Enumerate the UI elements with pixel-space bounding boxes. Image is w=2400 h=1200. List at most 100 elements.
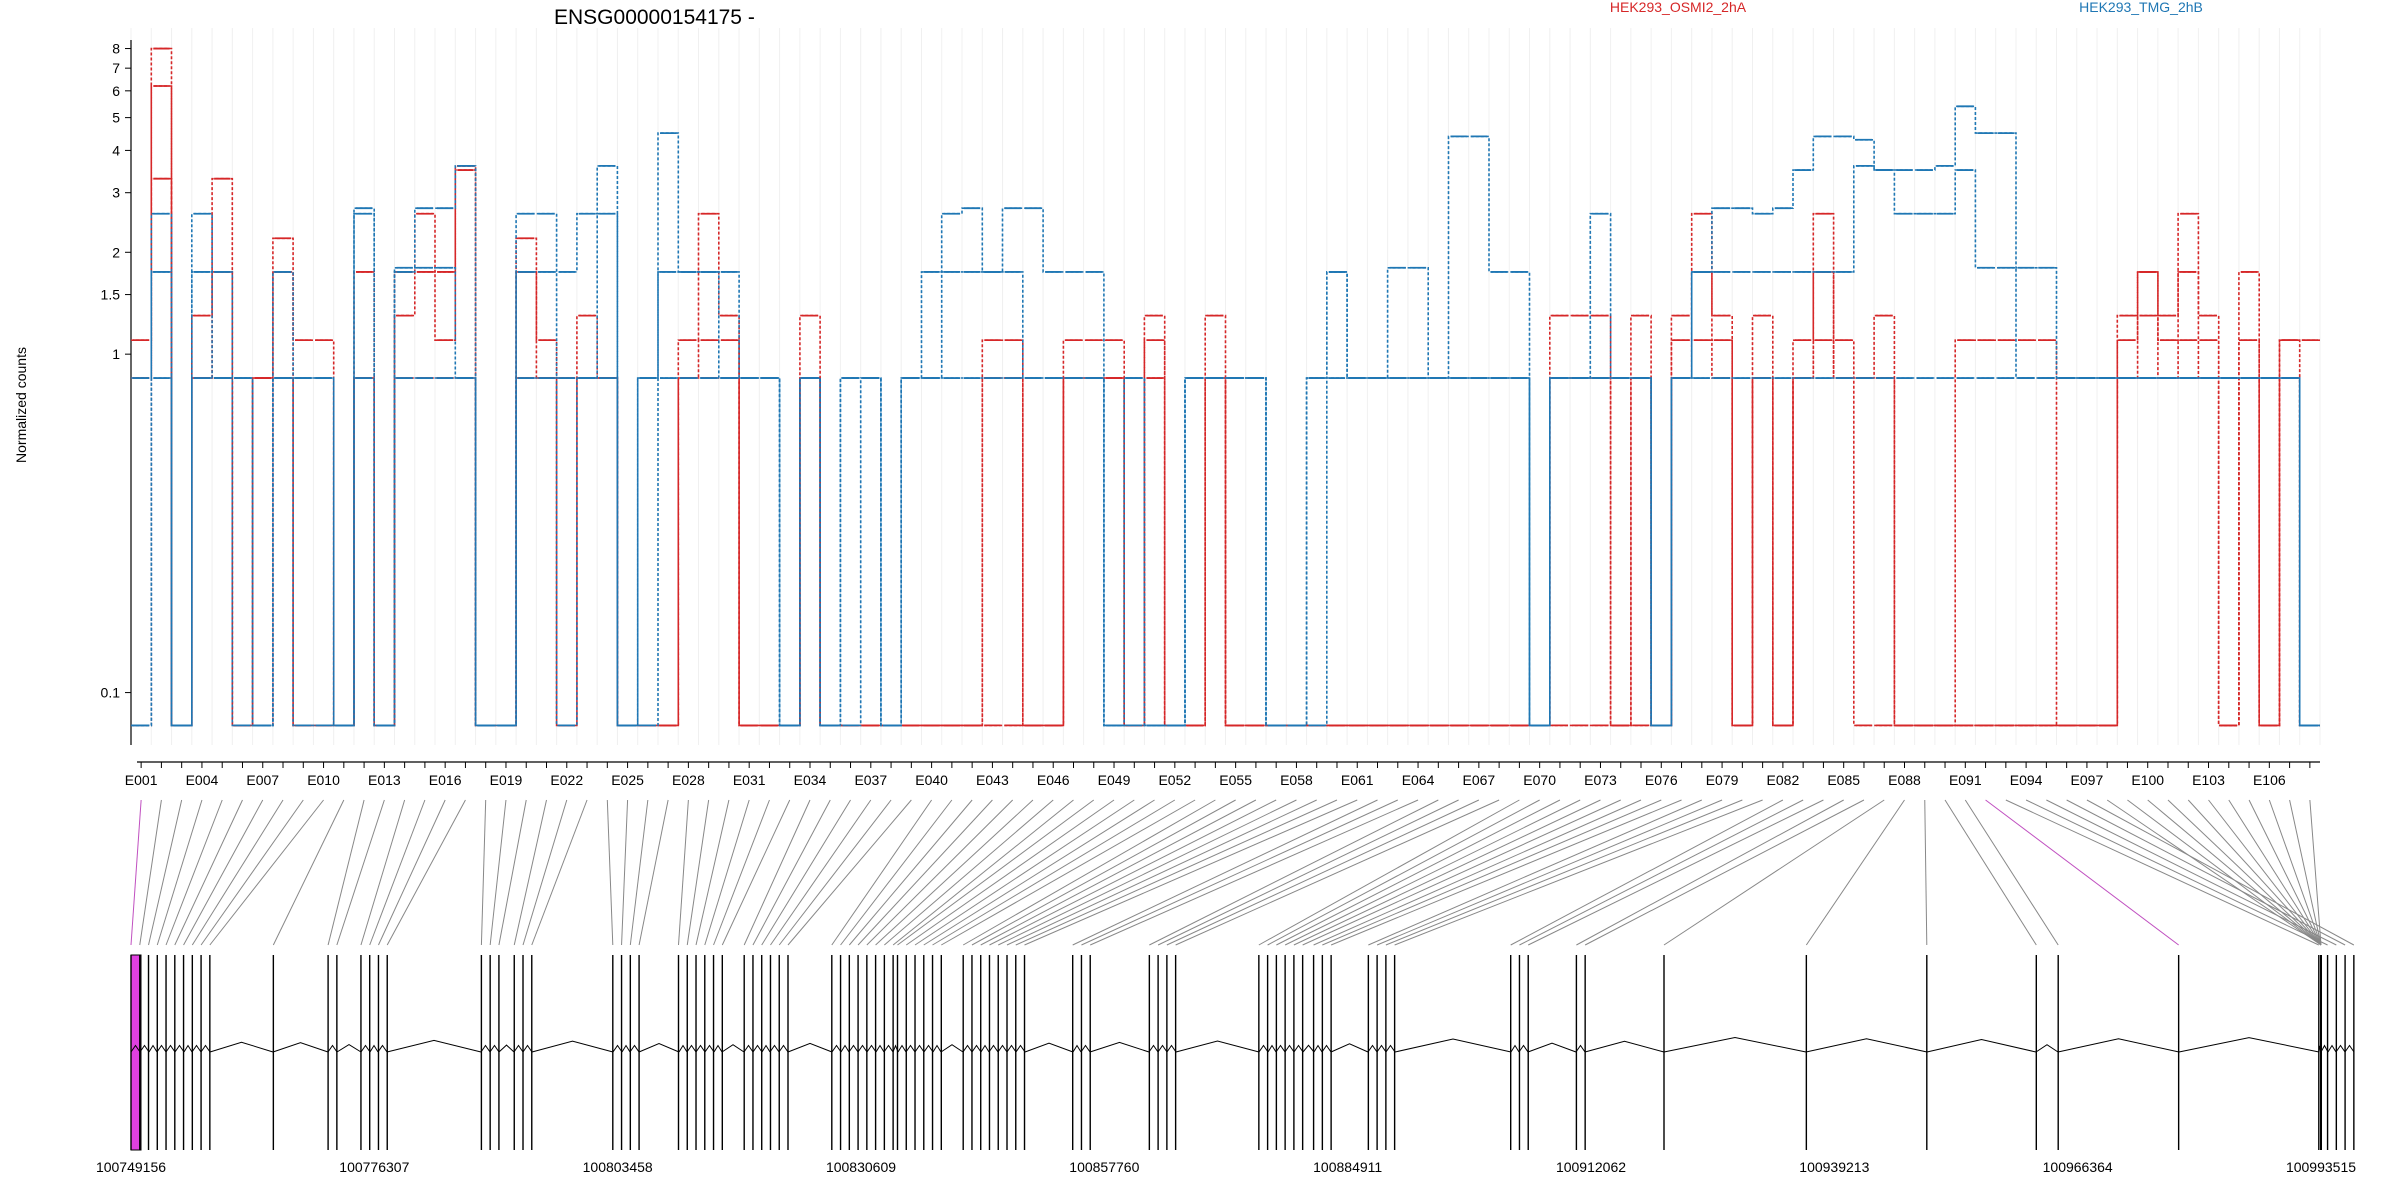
y-tick-label: 2: [112, 244, 120, 260]
intron-line: [2178, 1037, 2320, 1053]
intron-line: [932, 1044, 942, 1053]
exon-connector: [156, 799, 203, 946]
exon-connector: [1376, 799, 1723, 946]
exon-connector: [2309, 799, 2322, 946]
exon-connector: [695, 799, 730, 946]
exon-label: E091: [1949, 772, 1982, 788]
exon-connector: [686, 799, 710, 946]
intron-line: [489, 1044, 500, 1053]
y-axis-label: Normalized counts: [13, 347, 29, 463]
exon-connector: [360, 799, 406, 946]
intron-line: [1072, 1044, 1082, 1053]
intron-line: [522, 1044, 533, 1053]
intron-line: [787, 1042, 833, 1053]
exon-connectors: [130, 799, 2355, 946]
exon-connector: [857, 799, 993, 946]
exon-connector: [1663, 799, 1885, 946]
exon-label: E001: [125, 772, 158, 788]
exon-label: E067: [1463, 772, 1496, 788]
intron-line: [1575, 1044, 1586, 1053]
exon-label: E046: [1037, 772, 1070, 788]
exon-label: E040: [915, 772, 948, 788]
exon-connector: [941, 799, 1196, 946]
genomic-tick-label: 100912062: [1556, 1159, 1626, 1175]
exon-connector: [174, 799, 243, 946]
intron-line: [695, 1044, 706, 1053]
exon-label: E070: [1523, 772, 1556, 788]
exon-connector: [980, 799, 1257, 946]
intron-line: [513, 1044, 524, 1053]
intron-line: [883, 1044, 894, 1053]
intron-line: [2318, 1045, 2322, 1053]
exon-connector: [606, 799, 614, 946]
intron-line: [386, 1039, 482, 1053]
y-tick-label: 7: [112, 60, 120, 76]
intron-line: [1584, 1040, 1665, 1053]
intron-line: [191, 1044, 202, 1053]
exon-connector: [489, 799, 507, 946]
exon-connector: [2005, 799, 2320, 946]
exon-label: E052: [1158, 772, 1191, 788]
exon-connector: [840, 799, 953, 946]
intron-line: [183, 1044, 193, 1053]
intron-line: [1006, 1044, 1017, 1053]
exon-label: E061: [1341, 772, 1374, 788]
exon-connector: [761, 799, 851, 946]
exon-connector: [621, 799, 629, 946]
intron-line: [1385, 1044, 1396, 1053]
exon-connector: [165, 799, 223, 946]
exon-connector: [875, 799, 1034, 946]
exon-connector: [369, 799, 426, 946]
intron-line: [752, 1044, 763, 1053]
exon-connector: [866, 799, 1014, 946]
intron-line: [778, 1044, 789, 1053]
exon-connector: [272, 799, 345, 946]
intron-line: [369, 1044, 379, 1053]
exon-connector: [778, 799, 892, 946]
exon-label: E085: [1827, 772, 1860, 788]
intron-line: [629, 1044, 640, 1053]
exon-connector: [897, 799, 1095, 946]
exon-label: E010: [307, 772, 340, 788]
intron-line: [148, 1044, 158, 1053]
exon-connector: [923, 799, 1155, 946]
intron-line: [1376, 1044, 1387, 1053]
intron-line: [831, 1044, 842, 1053]
genomic-tick-label: 100857760: [1069, 1159, 1139, 1175]
intron-line: [272, 1042, 329, 1053]
intron-line: [1293, 1044, 1304, 1053]
intron-line: [1313, 1044, 1323, 1053]
intron-line: [1663, 1036, 1807, 1053]
exon-label: E076: [1645, 772, 1678, 788]
intron-line: [130, 1044, 141, 1053]
y-tick-label: 1: [112, 346, 120, 362]
intron-line: [2344, 1044, 2355, 1053]
intron-line: [1926, 1038, 2037, 1053]
exon-label: E082: [1767, 772, 1800, 788]
exon-label: E037: [854, 772, 887, 788]
exon-connector: [1175, 799, 1500, 946]
exon-connector: [1527, 799, 1824, 946]
genomic-tick-label: 100939213: [1799, 1159, 1869, 1175]
exon-connector: [1149, 799, 1439, 946]
exon-connector: [522, 799, 568, 946]
exon-connector: [1024, 799, 1358, 946]
y-tick-label: 4: [112, 142, 120, 158]
y-tick-label: 1.5: [101, 287, 121, 303]
exon-connector: [336, 799, 385, 946]
exon-label: E073: [1584, 772, 1617, 788]
exon-connector: [704, 799, 750, 946]
intron-line: [1275, 1044, 1286, 1053]
genomic-tick-label: 100993515: [2286, 1159, 2356, 1175]
exon-connector: [1985, 799, 2179, 946]
intron-line: [923, 1044, 934, 1053]
exon-label: E103: [2192, 772, 2225, 788]
exon-connector: [1394, 799, 1763, 946]
exon-connector: [831, 799, 933, 946]
exon-connector: [327, 799, 365, 946]
genomic-tick-label: 100966364: [2043, 1159, 2113, 1175]
intron-line: [336, 1043, 362, 1053]
intron-line: [2327, 1044, 2337, 1053]
series-layer: [131, 47, 2320, 727]
